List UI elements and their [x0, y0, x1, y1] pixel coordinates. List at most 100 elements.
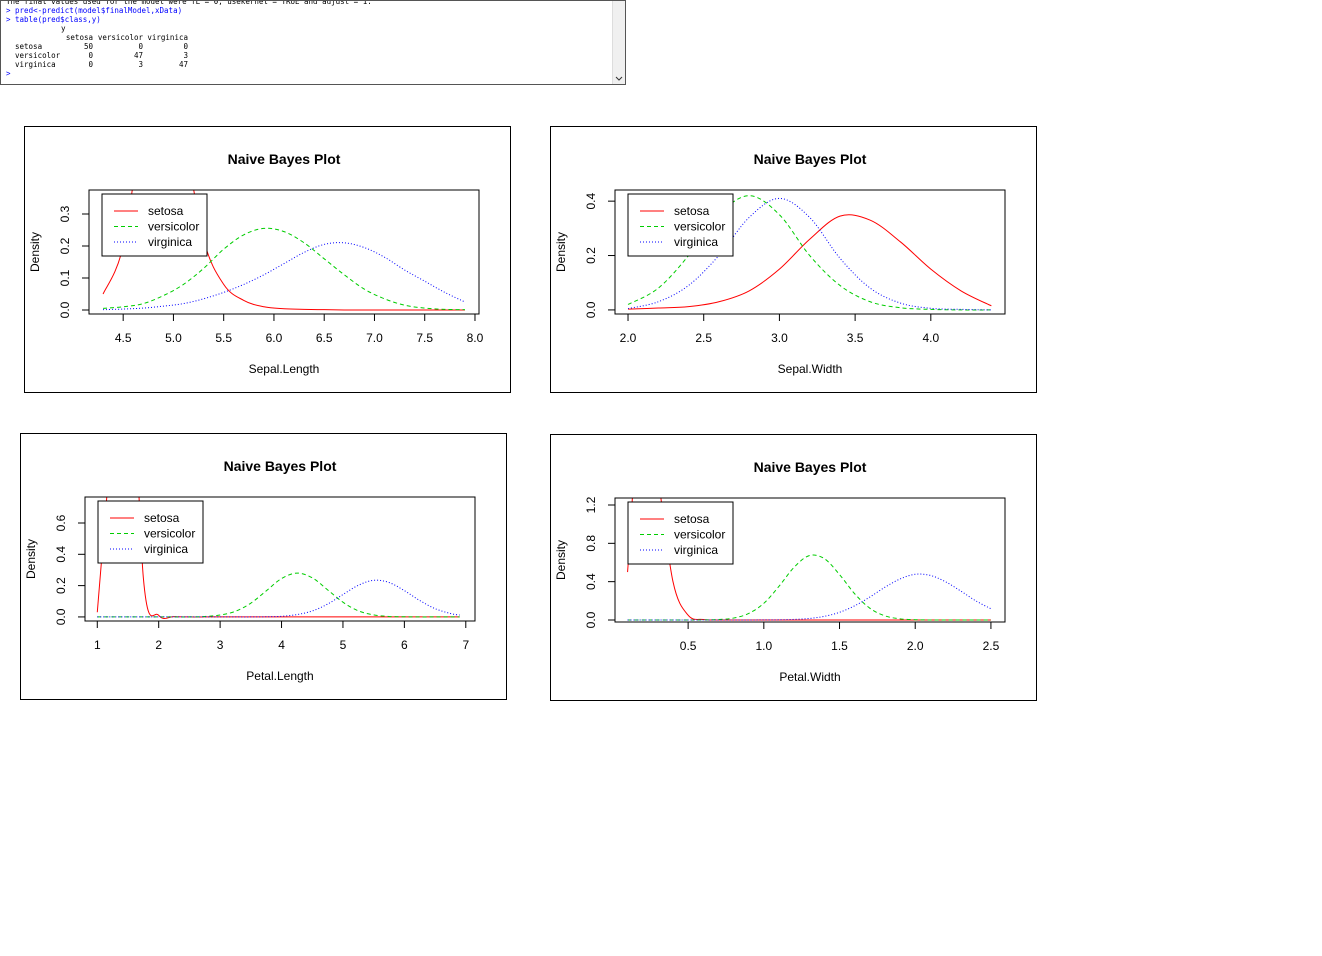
y-tick-label: 0.0 — [584, 611, 598, 628]
console-line: > table(pred$class,y) — [6, 15, 101, 24]
plot-box — [614, 189, 1006, 315]
x-tick-label: 5.5 — [215, 331, 232, 345]
x-tick-label: 1.5 — [831, 639, 848, 653]
density-line — [103, 227, 465, 311]
legend-label: virginica — [674, 235, 718, 249]
plot-box — [88, 189, 480, 315]
x-tick-label: 2 — [155, 638, 162, 652]
legend-box — [627, 193, 734, 257]
x-tick-label: 2.0 — [620, 331, 637, 345]
legend-label: virginica — [148, 235, 192, 249]
x-tick-label: 1 — [94, 638, 101, 652]
density-line — [103, 242, 466, 311]
table-row-label: virginica — [15, 60, 56, 69]
x-axis-label: Sepal.Width — [778, 362, 843, 376]
table-column: setosa — [65, 33, 93, 42]
table-cell: 0 — [183, 42, 188, 51]
x-tick-label: 7.0 — [366, 331, 383, 345]
x-tick-label: 7 — [462, 638, 469, 652]
table-cell: 0 — [88, 51, 93, 60]
x-tick-label: 2.5 — [983, 639, 1000, 653]
x-tick-label: 2.5 — [695, 331, 712, 345]
legend-label: setosa — [674, 204, 710, 218]
x-axis-label: Petal.Length — [246, 669, 313, 683]
plot-area — [627, 498, 992, 621]
panel-border — [550, 434, 1037, 701]
table-cell: 0 — [88, 60, 93, 69]
plot-panel: Naive Bayes Plot Sepal.Width Density 2.0 2.5… — [550, 126, 1037, 393]
x-tick-label: 5.0 — [165, 331, 182, 345]
x-tick-label: 3.5 — [847, 331, 864, 345]
console-prompt: > — [6, 69, 11, 78]
plot-panel: Naive Bayes Plot Sepal.Length Density 4.5 5.… — [24, 126, 511, 393]
density-line — [628, 214, 992, 310]
legend-label: setosa — [674, 512, 710, 526]
table-row-label: setosa — [15, 42, 43, 51]
x-tick-label: 6.5 — [316, 331, 333, 345]
plot-area — [96, 497, 460, 620]
legend-box — [97, 500, 204, 564]
y-tick-label: 0.0 — [54, 608, 68, 625]
density-line — [102, 190, 465, 311]
table-row-label: versicolor — [15, 51, 61, 60]
chart-title: Naive Bayes Plot — [754, 459, 867, 475]
x-tick-label: 4 — [278, 638, 285, 652]
density-line — [627, 554, 991, 621]
legend-box — [101, 193, 208, 257]
x-axis-label: Sepal.Length — [249, 362, 320, 376]
x-tick-label: 3.0 — [771, 331, 788, 345]
y-axis-label: Density — [554, 540, 568, 580]
y-tick-label: 0.2 — [584, 247, 598, 264]
y-tick-label: 0.0 — [58, 301, 72, 318]
y-axis-label: Density — [554, 232, 568, 272]
plot-panel: Naive Bayes Plot Petal.Width Density 0.5 1.0… — [550, 434, 1037, 701]
chart-title: Naive Bayes Plot — [228, 151, 341, 167]
legend-label: versicolor — [144, 527, 195, 541]
y-axis-label: Density — [28, 232, 42, 272]
y-tick-label: 0.8 — [584, 535, 598, 552]
table-cell: 50 — [83, 42, 93, 51]
table-cell: 47 — [133, 51, 143, 60]
y-tick-label: 1.2 — [584, 496, 598, 513]
table-column: virginica — [147, 33, 188, 42]
x-tick-label: 7.5 — [416, 331, 433, 345]
x-tick-label: 4.0 — [922, 331, 939, 345]
x-tick-label: 6.0 — [266, 331, 283, 345]
legend-label: versicolor — [674, 220, 725, 234]
plot-box — [614, 497, 1006, 623]
legend-label: setosa — [148, 204, 184, 218]
table-dimension: y — [61, 24, 66, 33]
y-tick-label: 0.2 — [58, 237, 72, 254]
y-tick-label: 0.1 — [58, 269, 72, 286]
legend-label: virginica — [144, 542, 188, 556]
chart-title: Naive Bayes Plot — [224, 458, 337, 474]
x-tick-label: 2.0 — [907, 639, 924, 653]
legend-label: versicolor — [674, 528, 725, 542]
r-console: The final values used for the model were… — [0, 0, 626, 85]
x-axis-label: Petal.Width — [779, 670, 840, 684]
legend-label: setosa — [144, 511, 180, 525]
plot-area — [102, 190, 466, 311]
y-tick-label: 0.3 — [58, 205, 72, 222]
x-tick-label: 1.0 — [755, 639, 772, 653]
legend-label: versicolor — [148, 220, 199, 234]
x-tick-label: 4.5 — [115, 331, 132, 345]
panel-border — [550, 126, 1037, 393]
legend-label: virginica — [674, 543, 718, 557]
y-tick-label: 0.0 — [584, 301, 598, 318]
chart-title: Naive Bayes Plot — [754, 151, 867, 167]
x-tick-label: 6 — [401, 638, 408, 652]
density-line — [97, 572, 460, 618]
y-tick-label: 0.4 — [584, 573, 598, 590]
table-column: versicolor — [97, 33, 143, 42]
table-cell: 3 — [183, 51, 188, 60]
scrollbar[interactable] — [612, 1, 625, 84]
x-tick-label: 8.0 — [467, 331, 484, 345]
density-line — [627, 573, 992, 621]
x-tick-label: 3 — [217, 638, 224, 652]
